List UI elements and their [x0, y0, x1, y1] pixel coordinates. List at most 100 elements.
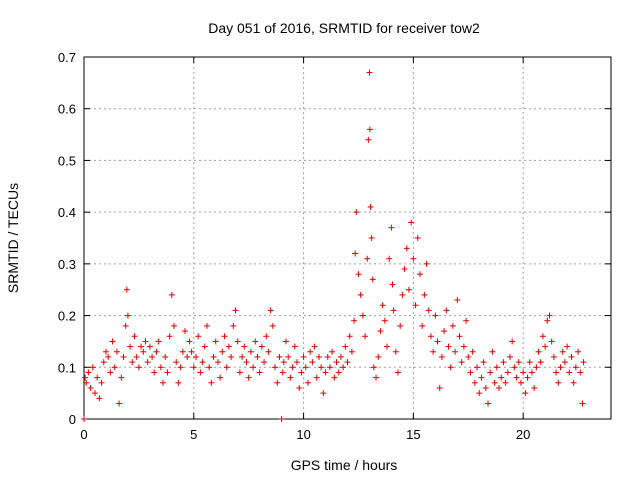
data-point	[274, 379, 281, 386]
data-point	[184, 353, 191, 360]
data-point	[138, 343, 145, 350]
data-point	[471, 379, 478, 386]
data-point	[531, 384, 538, 391]
data-point	[564, 343, 571, 350]
data-point	[522, 390, 529, 397]
data-point	[366, 126, 373, 133]
y-tick-label: 0.7	[58, 50, 76, 65]
data-point	[83, 379, 90, 386]
data-point	[127, 343, 134, 350]
data-point	[346, 333, 353, 340]
data-point	[465, 353, 472, 360]
data-point	[261, 359, 268, 366]
x-tick-label: 10	[296, 427, 310, 442]
x-tick-label: 5	[190, 427, 197, 442]
y-tick-label: 0.2	[58, 309, 76, 324]
data-point	[561, 359, 568, 366]
data-point	[570, 379, 577, 386]
data-point	[293, 359, 300, 366]
y-tick-label: 0	[69, 412, 76, 427]
data-point	[217, 374, 224, 381]
data-point	[559, 348, 566, 355]
data-point	[342, 343, 349, 350]
data-point	[496, 384, 503, 391]
data-point	[313, 374, 320, 381]
data-point	[256, 369, 263, 376]
data-point	[129, 359, 136, 366]
data-point	[454, 297, 461, 304]
data-point	[388, 224, 395, 231]
data-point	[379, 302, 386, 309]
data-point	[370, 364, 377, 371]
data-point	[353, 209, 360, 216]
data-point	[463, 317, 470, 324]
data-point	[539, 333, 546, 340]
data-point	[269, 322, 276, 329]
data-point	[405, 286, 412, 293]
x-tick-label: 15	[406, 427, 420, 442]
data-point	[367, 203, 374, 210]
x-axis-label: GPS time / hours	[291, 457, 398, 473]
data-point	[151, 369, 158, 376]
data-point	[219, 348, 226, 355]
data-point	[287, 374, 294, 381]
data-point	[199, 359, 206, 366]
data-point	[423, 260, 430, 267]
data-point	[390, 307, 397, 314]
data-point	[469, 348, 476, 355]
data-point	[285, 353, 292, 360]
data-point	[309, 359, 316, 366]
data-point	[175, 379, 182, 386]
data-point	[252, 338, 259, 345]
data-point	[272, 364, 279, 371]
data-point	[555, 379, 562, 386]
y-tick-label: 0.5	[58, 153, 76, 168]
data-point	[548, 338, 555, 345]
data-point	[351, 317, 358, 324]
x-tick-label: 20	[516, 427, 530, 442]
data-point	[212, 338, 219, 345]
data-point	[474, 364, 481, 371]
data-point	[223, 364, 230, 371]
data-point	[500, 359, 507, 366]
data-point	[122, 322, 129, 329]
data-point	[171, 322, 178, 329]
data-point	[320, 390, 327, 397]
data-point	[337, 353, 344, 360]
data-point	[517, 379, 524, 386]
data-point	[291, 343, 298, 350]
data-point	[513, 374, 520, 381]
data-point	[177, 364, 184, 371]
data-point	[425, 307, 432, 314]
data-point	[267, 307, 274, 314]
data-point	[377, 328, 384, 335]
data-point	[427, 333, 434, 340]
data-point	[515, 359, 522, 366]
data-point	[111, 364, 118, 371]
data-point	[304, 379, 311, 386]
data-point	[135, 364, 142, 371]
data-point	[195, 333, 202, 340]
data-point	[392, 348, 399, 355]
data-point	[395, 369, 402, 376]
data-point	[493, 364, 500, 371]
data-point	[241, 343, 248, 350]
data-point	[315, 353, 322, 360]
y-tick-label: 0.6	[58, 102, 76, 117]
data-point	[331, 374, 338, 381]
data-point	[467, 369, 474, 376]
data-point	[537, 359, 544, 366]
data-point	[210, 353, 217, 360]
data-point	[203, 322, 210, 329]
y-axis-label: SRMTID / TECUs	[5, 183, 21, 293]
data-point	[289, 364, 296, 371]
data-point	[412, 302, 419, 309]
data-point	[206, 364, 213, 371]
data-point	[322, 369, 329, 376]
data-point	[192, 353, 199, 360]
data-point	[403, 245, 410, 252]
data-point	[504, 369, 511, 376]
data-point	[123, 286, 130, 293]
data-point	[105, 353, 112, 360]
